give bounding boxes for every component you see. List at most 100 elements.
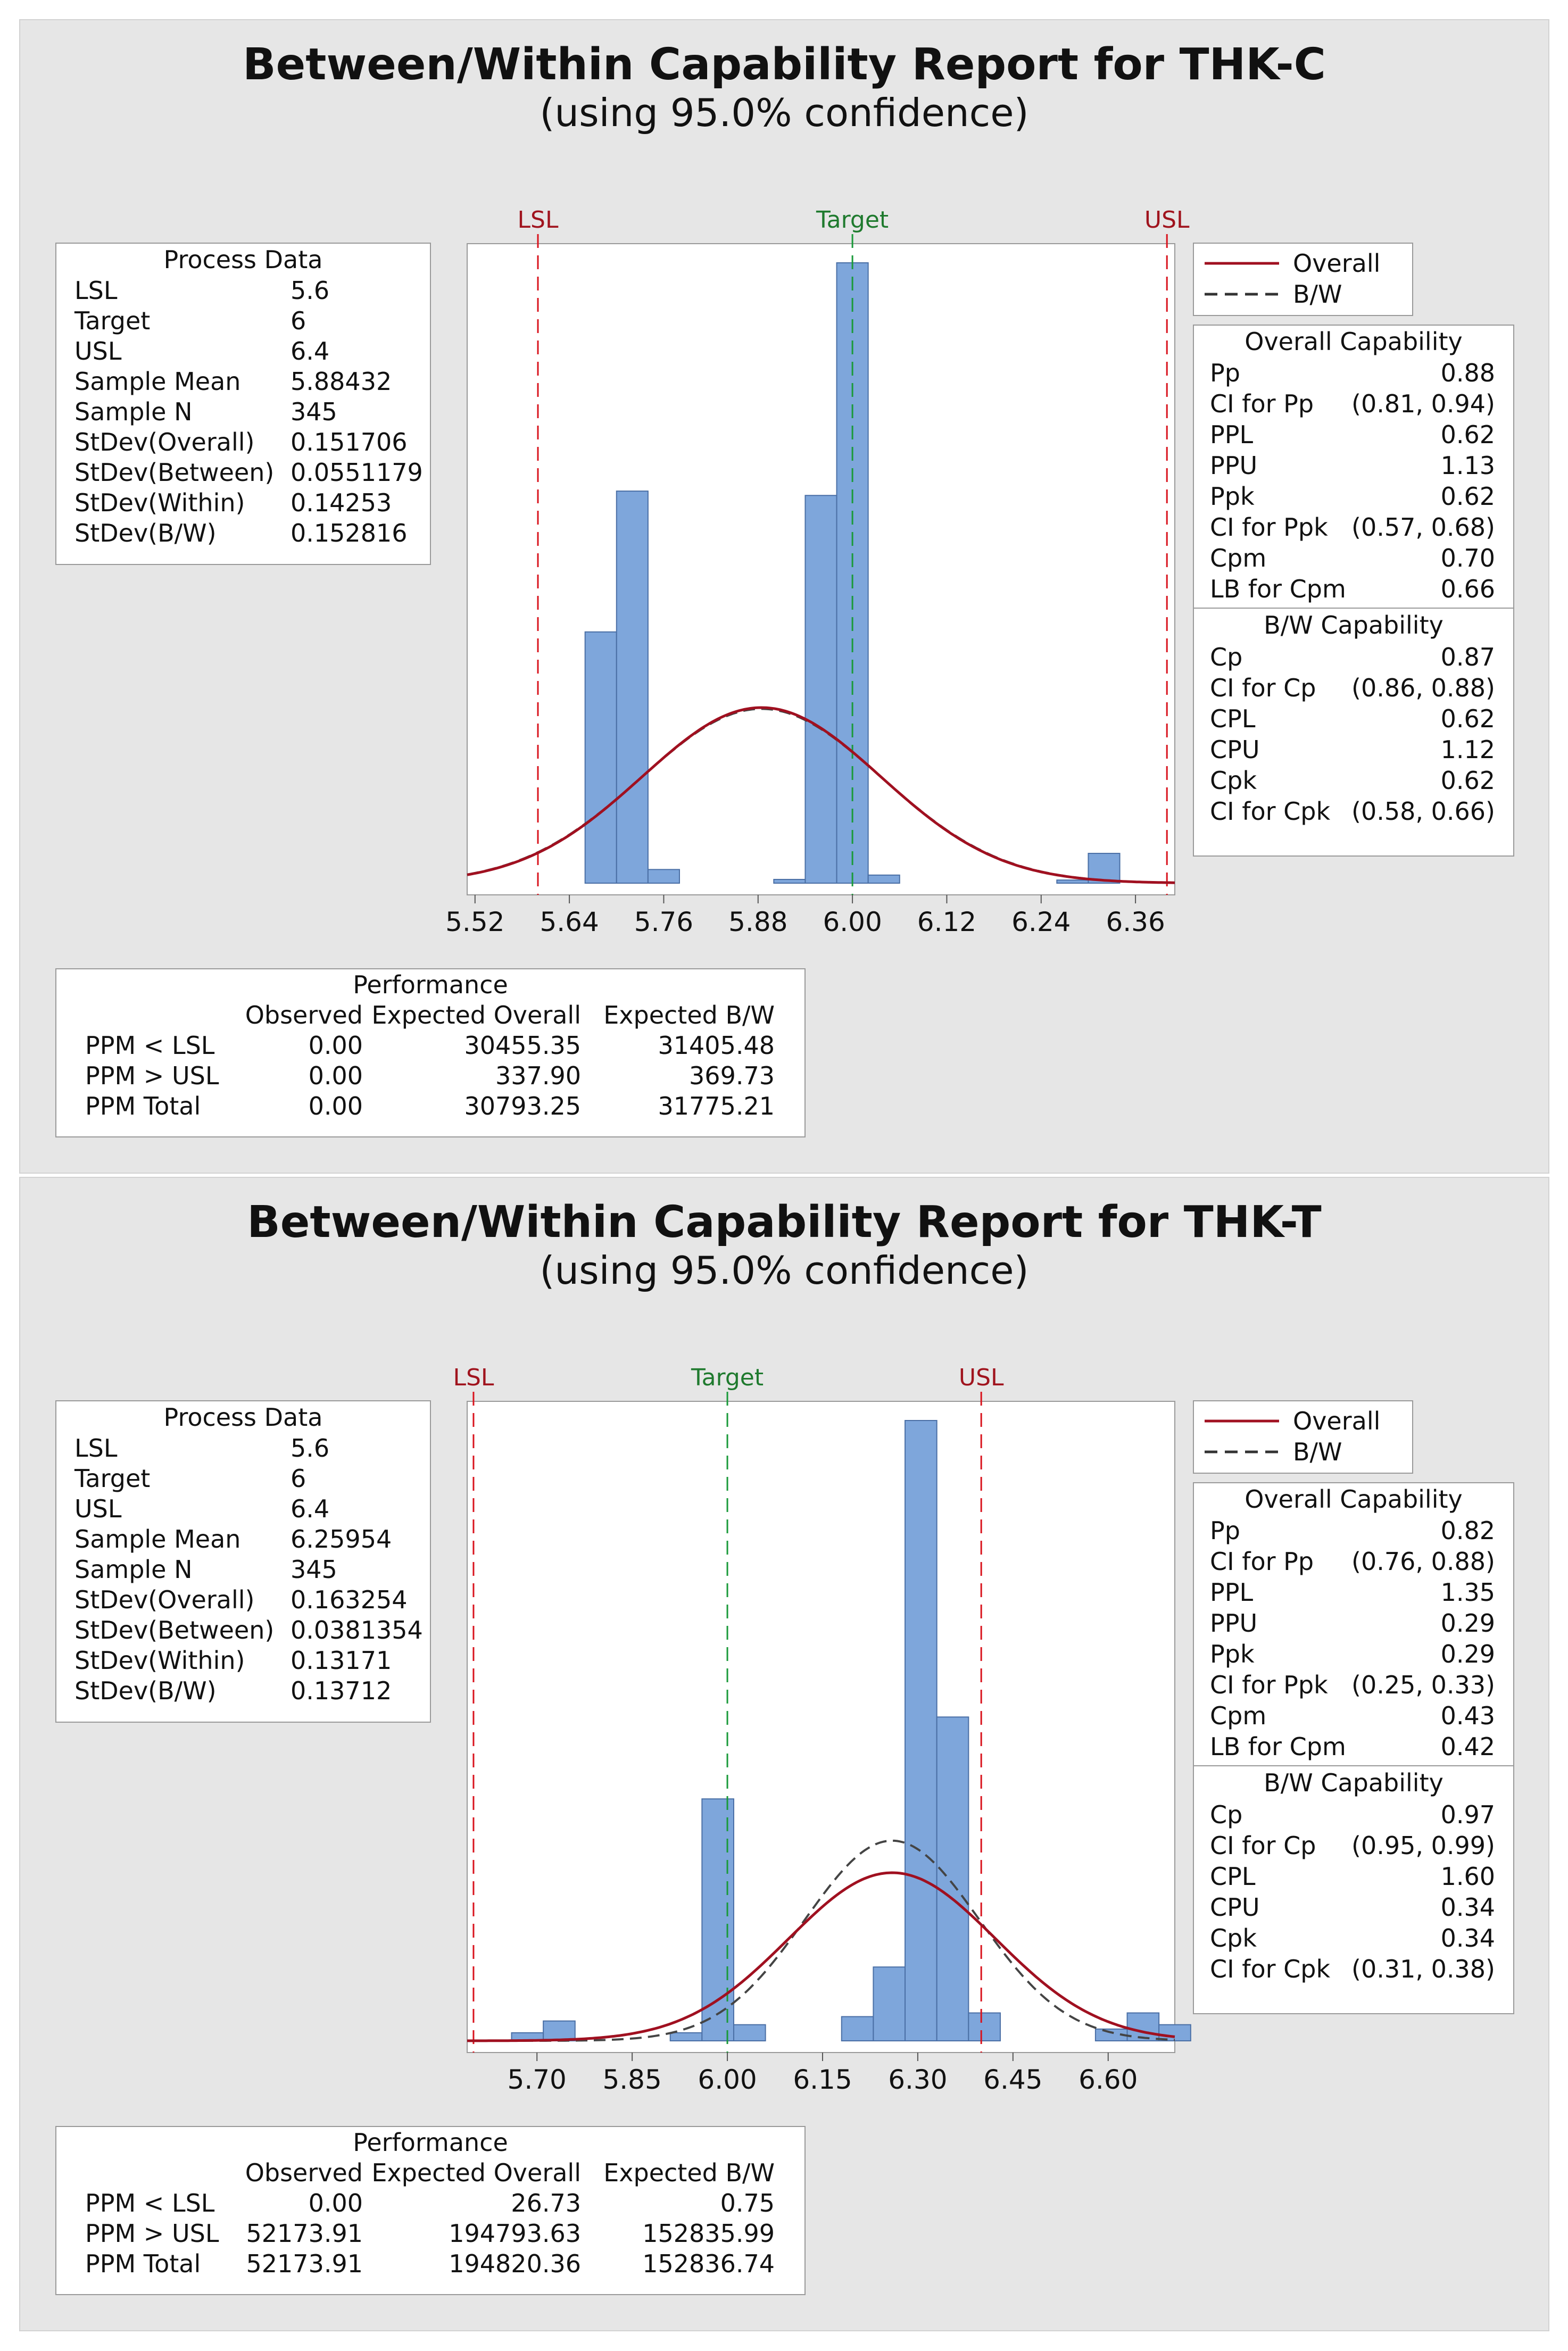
label-target: Target	[74, 306, 151, 335]
value-ppl: 1.35	[1440, 1578, 1495, 1607]
histogram-bar	[584, 631, 617, 884]
label-ci-ppk: CI for Ppk	[1210, 1671, 1328, 1699]
value-cpu: 1.12	[1440, 735, 1495, 764]
report-title: Between/Within Capability Report for THK…	[243, 39, 1326, 90]
label-ppm-total: PPM Total	[85, 1092, 201, 1120]
lsl-label: LSL	[453, 1364, 494, 1391]
histogram-bar	[647, 869, 681, 884]
value-stdev-bw: 0.152816	[291, 519, 408, 547]
histogram-chart-thk-t: LSL Target USL 5.70 5.85 6.00 6.15 6.30 6.45 6.60	[453, 1364, 1191, 2095]
label-sample-mean: Sample Mean	[74, 367, 241, 396]
histogram-bar	[867, 874, 900, 884]
value-ci-cpk: (0.31, 0.38)	[1351, 1955, 1495, 1983]
overall-curve	[467, 706, 1175, 884]
ppm-gt-usl-exp-bw: 369.73	[689, 1061, 775, 1090]
ppm-gt-usl-exp-bw: 152835.99	[642, 2219, 775, 2248]
ppm-gt-usl-observed: 52173.91	[246, 2219, 363, 2248]
histogram-bar	[841, 2016, 874, 2041]
label-cpu: CPU	[1210, 735, 1260, 764]
label-ci-cp: CI for Cp	[1210, 674, 1316, 702]
capability-divider	[1194, 608, 1513, 609]
label-stdev-within: StDev(Within)	[74, 1646, 245, 1675]
histogram-bar	[968, 2012, 1001, 2042]
capability-divider	[1194, 1765, 1513, 1766]
legend-bw: B/W	[1293, 1438, 1342, 1466]
performance-box: Performance Observed Expected Overall Ex…	[55, 968, 806, 1137]
performance-title: Performance	[353, 970, 508, 999]
value-ci-ppk: (0.57, 0.68)	[1351, 513, 1495, 542]
performance-box: Performance Observed Expected Overall Ex…	[55, 2126, 806, 2295]
value-ci-cpk: (0.58, 0.66)	[1351, 797, 1495, 826]
value-sample-n: 345	[291, 1555, 337, 1584]
bw-capability-title: B/W Capability	[1264, 611, 1443, 639]
label-ppm-lt-lsl: PPM < LSL	[85, 1031, 215, 1060]
histogram-bar	[733, 2024, 766, 2041]
label-ppk: Ppk	[1210, 482, 1255, 511]
overall-capability-title: Overall Capability	[1245, 1485, 1463, 1514]
capability-report-thk-t: Between/Within Capability Report for THK…	[19, 1177, 1549, 2331]
value-stdev-bw: 0.13712	[291, 1676, 392, 1705]
legend-bw: B/W	[1293, 280, 1342, 309]
histogram-chart-thk-c: LSL Target USL 5.52 5.64 5.76 5.88 6.00 6.12 6.24…	[445, 206, 1190, 937]
histogram-bar	[936, 1716, 969, 2041]
label-lb-cpm: LB for Cpm	[1210, 575, 1346, 603]
label-cpl: CPL	[1210, 1862, 1256, 1891]
histogram-bar	[669, 2032, 703, 2042]
value-cpm: 0.70	[1440, 544, 1495, 572]
histogram-bar	[701, 1798, 734, 2041]
ppm-lt-lsl-exp-overall: 30455.35	[464, 1031, 582, 1060]
value-ppu: 0.29	[1440, 1609, 1495, 1638]
x-tick-label: 5.88	[728, 907, 787, 937]
bw-capability-title: B/W Capability	[1264, 1768, 1443, 1797]
value-cp: 0.97	[1440, 1800, 1495, 1829]
value-ppu: 1.13	[1440, 451, 1495, 480]
label-ci-pp: CI for Pp	[1210, 389, 1314, 418]
label-ci-ppk: CI for Ppk	[1210, 513, 1328, 542]
ppm-lt-lsl-exp-bw: 0.75	[720, 2189, 775, 2217]
x-tick-label: 6.00	[823, 907, 882, 937]
label-sample-mean: Sample Mean	[74, 1525, 241, 1554]
bw-dashed-line-icon	[1205, 1450, 1279, 1453]
value-ci-pp: (0.81, 0.94)	[1351, 389, 1495, 418]
label-ppl: PPL	[1210, 1578, 1254, 1607]
overall-line-icon	[1205, 1419, 1279, 1423]
ppm-total-observed: 0.00	[308, 1092, 363, 1120]
label-ppm-gt-usl: PPM > USL	[85, 2219, 219, 2248]
label-ci-pp: CI for Pp	[1210, 1547, 1314, 1576]
label-ppk: Ppk	[1210, 1640, 1255, 1668]
value-stdev-within: 0.14253	[291, 488, 392, 517]
value-stdev-overall: 0.163254	[291, 1585, 408, 1614]
label-cpu: CPU	[1210, 1893, 1260, 1922]
ppm-lt-lsl-observed: 0.00	[308, 2189, 363, 2217]
header-observed: Observed	[245, 2158, 363, 2187]
value-cpk: 0.62	[1440, 766, 1495, 795]
x-tick-label: 6.60	[1078, 2064, 1138, 2095]
capability-box: Overall Capability Pp 0.82 CI for Pp (0.76…	[1193, 1482, 1514, 2014]
value-ci-pp: (0.76, 0.88)	[1351, 1547, 1495, 1576]
value-pp: 0.88	[1440, 359, 1495, 387]
value-lsl: 5.6	[291, 276, 330, 305]
x-tick-label: 6.24	[1011, 907, 1071, 937]
value-sample-mean: 5.88432	[291, 367, 392, 396]
value-lb-cpm: 0.42	[1440, 1732, 1495, 1761]
label-stdev-overall: StDev(Overall)	[74, 1585, 255, 1614]
x-tick-label: 5.64	[540, 907, 599, 937]
value-ci-cp: (0.86, 0.88)	[1351, 674, 1495, 702]
x-tick-label: 6.15	[793, 2064, 852, 2095]
performance-title: Performance	[353, 2128, 508, 2157]
x-tick-label: 5.70	[508, 2064, 567, 2095]
overall-line-icon	[1205, 262, 1279, 265]
header-observed: Observed	[245, 1001, 363, 1029]
histogram-bar	[1158, 2024, 1191, 2041]
x-tick-label: 6.30	[888, 2064, 947, 2095]
label-ci-cp: CI for Cp	[1210, 1831, 1316, 1860]
x-tick-label: 5.76	[634, 907, 693, 937]
usl-label: USL	[1144, 206, 1190, 234]
x-tick-label: 6.00	[698, 2064, 757, 2095]
value-cpm: 0.43	[1440, 1701, 1495, 1730]
label-cp: Cp	[1210, 1800, 1243, 1829]
label-usl: USL	[74, 337, 122, 365]
label-cpk: Cpk	[1210, 766, 1257, 795]
label-sample-n: Sample N	[74, 1555, 193, 1584]
histogram-bar	[905, 1420, 938, 2041]
